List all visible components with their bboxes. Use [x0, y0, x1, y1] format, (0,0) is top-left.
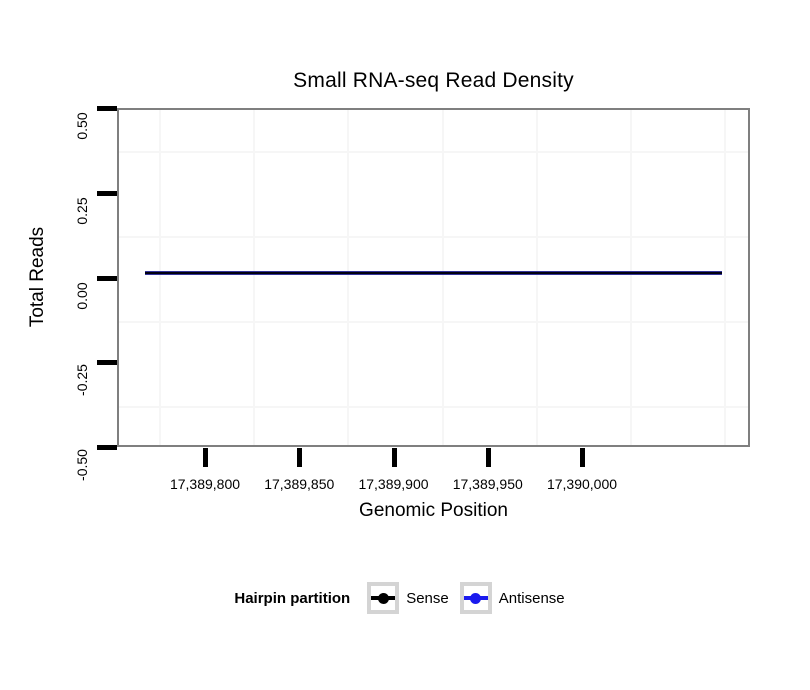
- x-tick-label: 17,389,900: [358, 476, 429, 492]
- plot-panel: [117, 108, 750, 447]
- y-tick-label: -0.25: [74, 364, 90, 397]
- minor-gridline-horizontal: [119, 405, 748, 408]
- minor-gridline-vertical: [441, 110, 444, 445]
- x-tick-mark: [485, 448, 491, 467]
- x-tick-mark: [203, 448, 208, 467]
- y-tick-mark: [97, 360, 117, 366]
- y-tick-label: 0.50: [74, 112, 90, 140]
- minor-gridline-vertical: [724, 110, 727, 445]
- y-tick-mark: [97, 445, 117, 450]
- minor-gridline-vertical: [630, 110, 633, 445]
- read-density-line: [145, 271, 722, 275]
- legend-key-dot-icon: [377, 592, 389, 604]
- minor-gridline-horizontal: [119, 151, 748, 154]
- y-tick-label: 0.00: [74, 281, 90, 310]
- x-tick-label: 17,389,950: [452, 476, 523, 492]
- legend-title: Hairpin partition: [234, 589, 351, 607]
- legend-key-sense: [367, 582, 400, 614]
- y-tick-label: 0.25: [74, 197, 90, 225]
- y-tick-mark: [97, 275, 117, 281]
- y-tick-label: -0.50: [74, 449, 90, 481]
- minor-gridline-vertical: [535, 110, 538, 445]
- x-tick-label: 17,390,000: [546, 476, 618, 492]
- x-axis-title: Genomic Position: [359, 500, 508, 521]
- x-tick-mark: [297, 448, 303, 467]
- y-axis-title: Total Reads: [27, 226, 48, 328]
- minor-gridline-vertical: [158, 110, 161, 445]
- x-tick-mark: [391, 448, 397, 467]
- minor-gridline-vertical: [253, 110, 256, 445]
- y-tick-mark: [97, 106, 117, 111]
- legend: Hairpin partition Sense Antisense: [0, 581, 810, 615]
- minor-gridline-horizontal: [119, 236, 748, 239]
- y-tick-mark: [97, 190, 117, 196]
- legend-key-dot-icon: [470, 592, 482, 604]
- legend-label-antisense: Antisense: [498, 589, 565, 607]
- x-tick-label: 17,389,800: [169, 476, 241, 492]
- x-tick-label: 17,389,850: [264, 476, 335, 492]
- minor-gridline-horizontal: [119, 320, 748, 323]
- minor-gridline-vertical: [347, 110, 350, 445]
- legend-label-sense: Sense: [406, 589, 449, 607]
- legend-key-antisense: [459, 582, 492, 614]
- chart-title: Small RNA-seq Read Density: [293, 69, 574, 92]
- x-tick-mark: [580, 448, 585, 467]
